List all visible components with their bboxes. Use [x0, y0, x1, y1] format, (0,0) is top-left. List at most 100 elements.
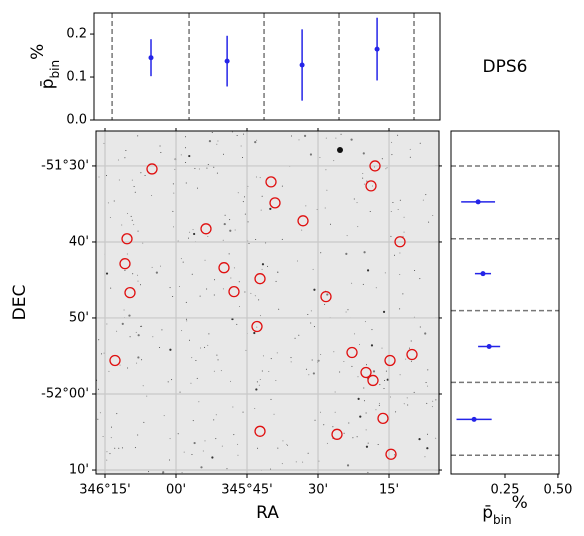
- star: [254, 295, 256, 297]
- star: [351, 282, 353, 284]
- star: [131, 219, 133, 221]
- star: [431, 406, 433, 408]
- star: [177, 240, 179, 242]
- star: [410, 360, 412, 362]
- star: [325, 169, 327, 171]
- star: [261, 370, 263, 372]
- star: [243, 133, 245, 135]
- star: [335, 137, 337, 139]
- star: [188, 154, 191, 158]
- x-tick-label: 345°45': [221, 483, 272, 498]
- star: [103, 352, 105, 354]
- star: [107, 202, 109, 204]
- star: [137, 274, 139, 276]
- star: [169, 438, 171, 440]
- star: [172, 183, 174, 185]
- star: [378, 402, 380, 404]
- star: [230, 380, 232, 382]
- star: [324, 207, 326, 209]
- star: [334, 411, 336, 413]
- star: [324, 303, 326, 305]
- star: [270, 468, 272, 470]
- star: [366, 180, 368, 182]
- star: [314, 419, 316, 421]
- star: [98, 339, 100, 341]
- star: [399, 308, 401, 310]
- y-tick-label: 10': [69, 463, 89, 478]
- star: [318, 460, 320, 462]
- star: [133, 186, 135, 188]
- star: [142, 242, 144, 244]
- x-tick-label: 346°15': [79, 483, 130, 498]
- star: [242, 201, 244, 203]
- star: [237, 454, 239, 456]
- star: [171, 379, 173, 381]
- star: [409, 148, 411, 150]
- star: [105, 174, 107, 176]
- star: [385, 168, 387, 170]
- source-marker: [369, 160, 381, 172]
- star: [163, 415, 165, 417]
- star: [343, 360, 345, 362]
- star: [367, 471, 369, 473]
- star: [193, 441, 196, 445]
- star: [298, 139, 300, 141]
- star: [362, 152, 365, 155]
- star: [313, 288, 316, 291]
- star: [103, 142, 105, 144]
- star: [116, 413, 118, 415]
- point: [480, 271, 486, 277]
- source-marker: [200, 223, 212, 235]
- star: [312, 372, 315, 375]
- source-marker: [109, 354, 121, 367]
- star: [137, 356, 140, 359]
- source-marker: [228, 285, 240, 298]
- star: [375, 409, 377, 411]
- star: [196, 187, 198, 189]
- star: [390, 211, 392, 213]
- star: [167, 381, 169, 383]
- star: [109, 453, 111, 455]
- star: [435, 399, 437, 401]
- star: [294, 337, 296, 339]
- star: [298, 334, 300, 336]
- star: [391, 154, 393, 156]
- star: [399, 252, 401, 254]
- star: [326, 189, 328, 191]
- star: [247, 185, 249, 187]
- star: [117, 159, 119, 161]
- star: [384, 272, 386, 274]
- star: [365, 429, 367, 431]
- star: [357, 226, 359, 228]
- star: [229, 229, 232, 232]
- label-suffix: %: [28, 44, 48, 60]
- star: [414, 269, 416, 271]
- star: [281, 463, 283, 465]
- star: [181, 330, 183, 332]
- star: [261, 268, 263, 270]
- plot-frame: [93, 12, 441, 121]
- star: [278, 308, 280, 310]
- star: [135, 331, 137, 333]
- star: [189, 339, 191, 341]
- x-axis-label: RA: [256, 503, 279, 523]
- point: [471, 416, 477, 422]
- star: [419, 326, 421, 328]
- star: [217, 359, 219, 361]
- star: [403, 403, 405, 405]
- star: [359, 415, 362, 418]
- star: [308, 374, 310, 376]
- star: [186, 320, 188, 322]
- star: [366, 269, 370, 272]
- star: [204, 259, 206, 261]
- star: [216, 143, 218, 145]
- star: [394, 254, 396, 256]
- star: [179, 391, 181, 393]
- star: [395, 411, 397, 413]
- star: [160, 265, 162, 267]
- star: [128, 314, 131, 317]
- star: [134, 447, 136, 449]
- figure-title: DPS6: [483, 57, 528, 77]
- sky-image: [96, 131, 439, 474]
- star: [435, 437, 437, 439]
